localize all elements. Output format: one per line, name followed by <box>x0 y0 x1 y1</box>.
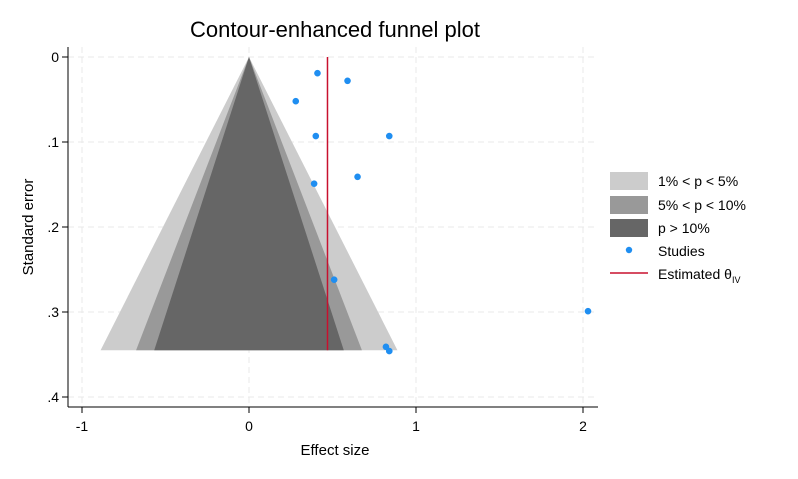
legend: 1% < p < 5% 5% < p < 10% p > 10% Studies… <box>610 172 746 285</box>
legend-estimate-subscript: IV <box>732 275 741 285</box>
study-point <box>344 77 351 85</box>
legend-marker-studies <box>625 246 633 254</box>
legend-estimate-name: Estimated θ <box>658 266 732 282</box>
legend-label-estimate: Estimated θIV <box>658 266 740 285</box>
study-point <box>354 173 361 181</box>
contour-region-3 <box>154 57 344 351</box>
x-tick-label: 2 <box>579 418 587 434</box>
study-point <box>330 276 338 284</box>
x-axis-label: Effect size <box>301 442 370 459</box>
study-point <box>310 180 318 187</box>
y-axis-label: Standard error <box>20 179 37 276</box>
study-point <box>385 347 393 355</box>
legend-label-contour-1: 1% < p < 5% <box>658 173 738 189</box>
axes: -1 0 1 2 0 .1 .2 .3 .4 <box>47 47 598 434</box>
x-tick-label: 1 <box>412 418 420 434</box>
study-point <box>584 307 592 315</box>
contour-regions <box>100 57 398 351</box>
plot-area <box>68 47 598 407</box>
x-ticks: -1 0 1 2 <box>76 407 587 434</box>
study-points <box>292 69 592 355</box>
y-tick-label: .4 <box>47 389 59 405</box>
y-tick-label: .1 <box>47 134 59 150</box>
study-point <box>385 132 393 140</box>
y-ticks: 0 .1 .2 .3 .4 <box>47 49 68 405</box>
legend-swatch-contour-3 <box>610 219 648 237</box>
y-tick-label: .3 <box>47 304 59 320</box>
legend-label-contour-2: 5% < p < 10% <box>658 197 746 213</box>
legend-label-studies: Studies <box>658 243 705 259</box>
legend-label-contour-3: p > 10% <box>658 220 710 236</box>
legend-swatch-contour-1 <box>610 172 648 190</box>
x-tick-label: -1 <box>76 418 89 434</box>
x-tick-label: 0 <box>245 418 253 434</box>
y-tick-label: 0 <box>51 49 59 65</box>
chart-title: Contour-enhanced funnel plot <box>190 17 480 42</box>
y-tick-label: .2 <box>47 219 59 235</box>
study-point <box>314 69 321 77</box>
study-point <box>292 97 300 105</box>
study-point <box>312 132 320 140</box>
legend-swatch-contour-2 <box>610 196 648 214</box>
